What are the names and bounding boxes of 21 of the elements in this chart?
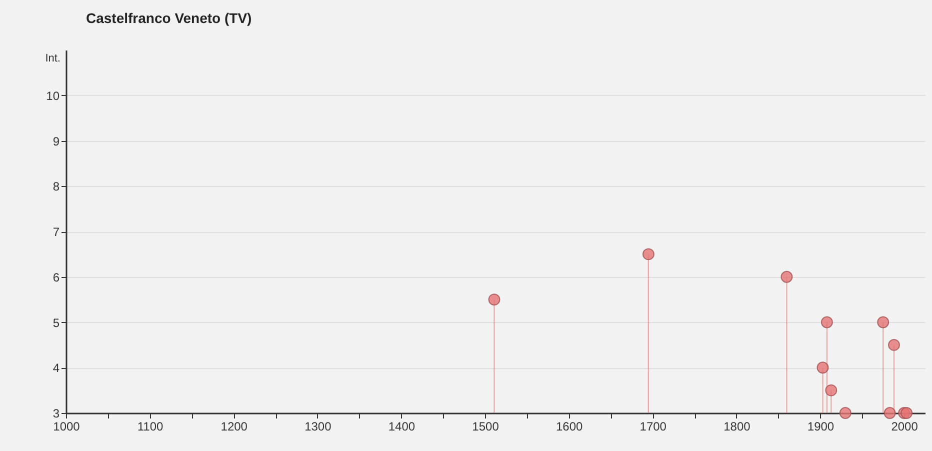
chart-title: Castelfranco Veneto (TV) <box>86 10 252 26</box>
x-tick-label: 1600 <box>556 420 583 434</box>
x-tick-label: 1700 <box>640 420 667 434</box>
y-tick-label: 4 <box>52 361 60 376</box>
y-tick-label: 7 <box>52 225 60 239</box>
y-axis-title: Int. <box>45 52 60 64</box>
x-tick-label: 2000 <box>891 420 918 434</box>
x-tick-label: 1000 <box>53 420 80 434</box>
y-tick-label: 10 <box>46 88 60 103</box>
y-tick-label: 3 <box>52 406 60 420</box>
y-tick-label: 8 <box>52 180 60 194</box>
y-tick-label: 5 <box>52 316 60 330</box>
x-tick-label: 1200 <box>220 420 248 434</box>
x-tick-label: 1900 <box>807 420 834 434</box>
x-tick-label: 1800 <box>724 420 751 434</box>
x-tick-label: 1500 <box>472 420 500 434</box>
y-tick-label: 9 <box>52 134 60 148</box>
x-tick-label: 1100 <box>137 420 164 434</box>
x-tick-label: 1300 <box>304 420 332 434</box>
x-tick-label: 1400 <box>388 420 416 434</box>
y-tick-label: 6 <box>52 270 60 284</box>
